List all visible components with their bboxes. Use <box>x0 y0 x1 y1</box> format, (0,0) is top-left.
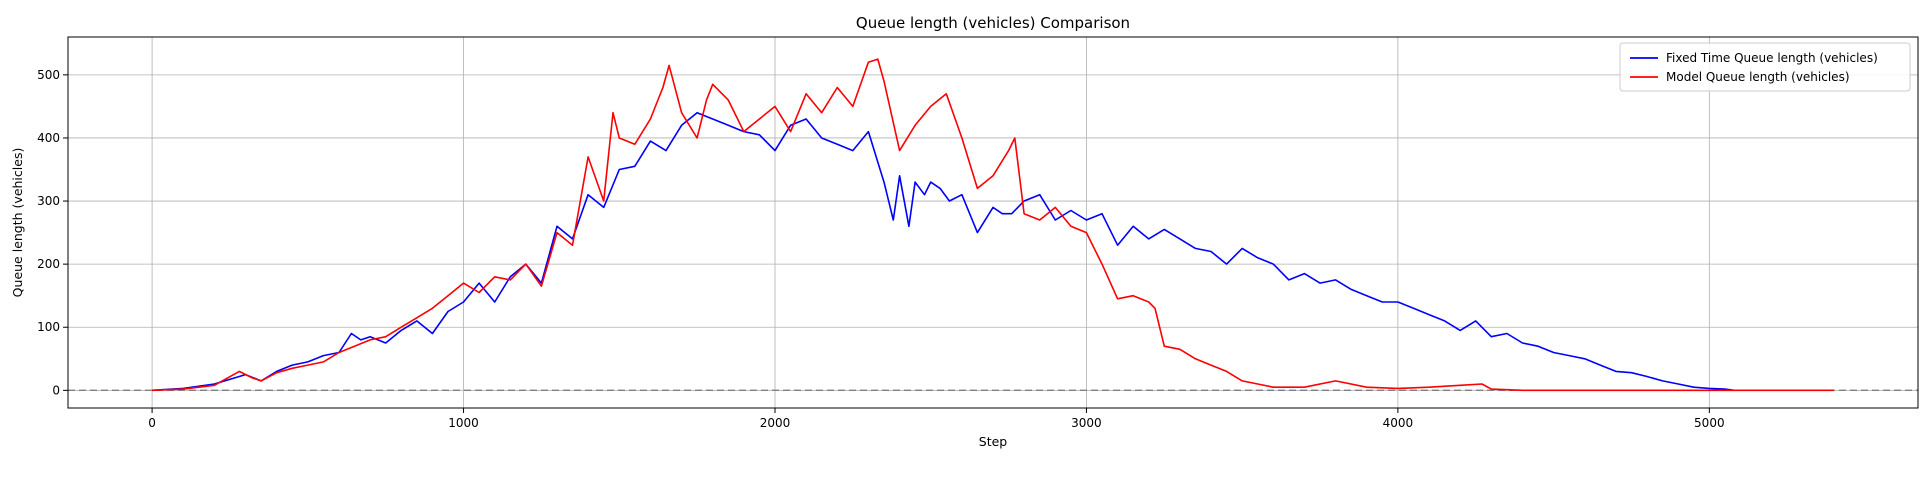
legend: Fixed Time Queue length (vehicles) Model … <box>1619 42 1911 92</box>
x-tick-label: 3000 <box>1071 416 1102 430</box>
y-tick-label: 300 <box>37 194 60 208</box>
y-tick-label: 500 <box>37 68 60 82</box>
x-tick-label: 2000 <box>760 416 791 430</box>
x-axis-title: Step <box>979 434 1008 449</box>
x-tick-label: 1000 <box>448 416 479 430</box>
legend-box <box>1619 42 1911 92</box>
legend-label: Fixed Time Queue length (vehicles) <box>1666 51 1878 65</box>
series-line-fixed-time <box>152 111 1735 392</box>
y-axis-title: Queue length (vehicles) <box>10 148 25 298</box>
x-tick-label: 0 <box>148 416 156 430</box>
x-axis-ticks: 0 1000 2000 3000 4000 5000 <box>148 408 1725 430</box>
y-tick-label: 400 <box>37 131 60 145</box>
x-tick-label: 4000 <box>1383 416 1414 430</box>
y-tick-label: 0 <box>52 383 60 397</box>
x-tick-label: 5000 <box>1694 416 1725 430</box>
legend-label: Model Queue length (vehicles) <box>1666 70 1850 84</box>
series-layer <box>152 58 1834 392</box>
y-tick-label: 100 <box>37 320 60 334</box>
y-tick-label: 200 <box>37 257 60 271</box>
chart-title: Queue length (vehicles) Comparison <box>856 14 1130 32</box>
y-axis-ticks: 0 100 200 300 400 500 <box>37 68 68 397</box>
series-line-model <box>152 58 1834 392</box>
plot-frame <box>67 36 1919 409</box>
